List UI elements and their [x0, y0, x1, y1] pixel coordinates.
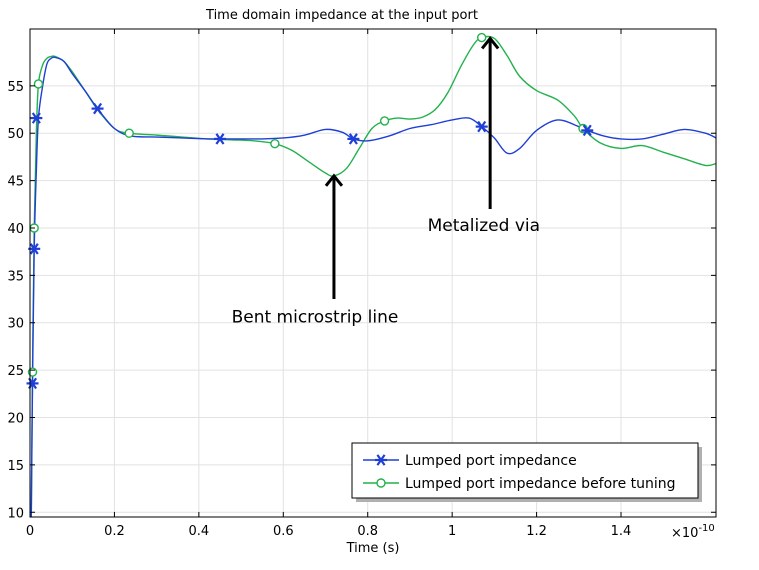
y-tick-label: 15 [7, 459, 24, 474]
y-tick-label: 40 [7, 222, 24, 237]
legend-label-0: Lumped port impedance [405, 453, 577, 469]
legend-marker-1 [376, 478, 386, 488]
legend-box [351, 442, 699, 499]
series-0-marker [347, 133, 360, 145]
annotation-arrow-head [324, 173, 344, 187]
x-tick-label: 0 [26, 524, 34, 539]
asterisk-stroke [29, 243, 39, 255]
asterisk-stroke [582, 124, 592, 137]
series-0-marker [213, 133, 226, 145]
plot-frame [29, 28, 717, 518]
asterisk-stroke [348, 133, 358, 145]
x-tick-label: 0.2 [104, 524, 125, 539]
x-tick-label: 1.4 [611, 524, 632, 539]
y-tick-label: 25 [7, 364, 24, 379]
y-tick-label: 55 [7, 80, 24, 95]
x-tick-label: 0.4 [189, 524, 210, 539]
series-line-1 [30, 35, 717, 518]
y-tick-label: 20 [7, 412, 24, 427]
y-tick-label: 35 [7, 269, 24, 284]
series-1-marker [270, 138, 280, 149]
chart-title: Time domain impedance at the input port [205, 8, 478, 23]
series-markers [26, 32, 594, 390]
x-scale-label: ×10 [671, 526, 698, 541]
asterisk-stroke [376, 454, 386, 466]
x-tick-label: 0.8 [357, 524, 378, 539]
x-tick-label: 1 [448, 524, 456, 539]
legend-label-1: Lumped port impedance before tuning [405, 476, 676, 492]
series-1-marker [379, 116, 390, 126]
series-0-marker [30, 112, 43, 124]
y-tick-label: 10 [7, 506, 24, 521]
ticks [29, 29, 716, 517]
annotations: Bent microstrip line Metalized via [232, 36, 540, 328]
asterisk-stroke [477, 120, 487, 133]
annotation-arrow-head [480, 36, 500, 50]
series-0-marker [91, 102, 104, 115]
series-0-marker [581, 124, 594, 137]
annotation-label: Metalized via [428, 216, 540, 236]
series-1-marker [33, 79, 44, 89]
x-scale-exponent: -10 [698, 523, 714, 534]
x-scale-multiplier: ×10-10 [671, 523, 715, 541]
y-tick-label: 30 [7, 317, 24, 332]
x-axis-label: Time (s) [346, 541, 400, 556]
x-tick-label: 1.2 [526, 524, 547, 539]
legend-entries: Lumped port impedance Lumped port impedan… [363, 453, 676, 492]
asterisk-stroke [215, 133, 225, 145]
legend: Lumped port impedance Lumped port impedan… [351, 442, 702, 502]
annotation-label: Bent microstrip line [232, 308, 399, 328]
asterisk-stroke [93, 102, 103, 115]
y-tick-label: 45 [7, 175, 24, 190]
series-1-marker [477, 32, 487, 43]
legend-marker-0 [375, 454, 387, 466]
series-1-marker [124, 128, 134, 138]
series-0-marker [475, 120, 488, 133]
x-tick-label: 0.6 [273, 524, 294, 539]
asterisk-stroke [31, 112, 41, 124]
grid [29, 29, 716, 517]
y-tick-label: 50 [7, 127, 24, 142]
tick-labels: 0 0.2 0.4 0.6 0.8 1 1.2 1.4 10 15 20 25 30 35 40 45 50 55 [7, 80, 631, 539]
